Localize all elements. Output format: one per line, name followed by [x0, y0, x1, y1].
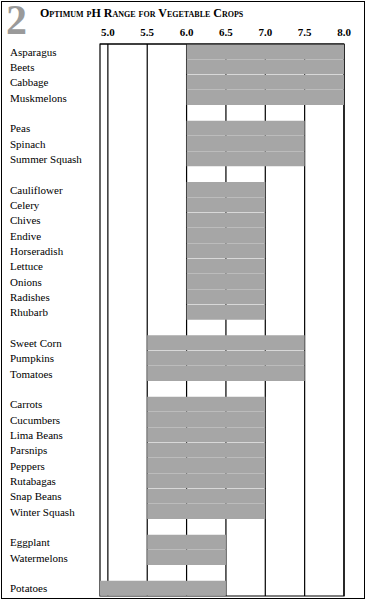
svg-text:Cabbage: Cabbage	[10, 76, 49, 88]
svg-text:Onions: Onions	[10, 276, 42, 288]
svg-text:Spinach: Spinach	[10, 138, 46, 150]
svg-text:Cauliflower: Cauliflower	[10, 184, 63, 196]
svg-text:Asparagus: Asparagus	[10, 46, 56, 58]
svg-text:Winter Squash: Winter Squash	[10, 506, 75, 518]
svg-text:Celery: Celery	[10, 199, 40, 211]
svg-text:8.0: 8.0	[337, 26, 351, 38]
svg-text:Tomatoes: Tomatoes	[10, 368, 53, 380]
html-text:Optimum pH Range for Vegetable: Optimum pH Range for Vegetable Crops	[40, 6, 244, 20]
svg-text:Peppers: Peppers	[10, 460, 45, 472]
svg-text:Rhubarb: Rhubarb	[10, 306, 48, 318]
svg-text:6.5: 6.5	[219, 26, 233, 38]
svg-text:Endive: Endive	[10, 230, 41, 242]
svg-text:Muskmelons: Muskmelons	[10, 92, 67, 104]
svg-text:Lettuce: Lettuce	[10, 260, 43, 272]
svg-text:5.0: 5.0	[101, 26, 115, 38]
svg-text:Parsnips: Parsnips	[10, 444, 47, 456]
svg-text:Beets: Beets	[10, 61, 34, 73]
svg-text:5.5: 5.5	[140, 26, 154, 38]
svg-text:Cucumbers: Cucumbers	[10, 414, 60, 426]
svg-text:Potatoes: Potatoes	[10, 582, 47, 594]
svg-text:Horseradish: Horseradish	[10, 245, 64, 257]
svg-text:Pumpkins: Pumpkins	[10, 352, 54, 364]
svg-text:Radishes: Radishes	[10, 291, 50, 303]
svg-text:Rutabagas: Rutabagas	[10, 475, 56, 487]
svg-text:Chives: Chives	[10, 214, 41, 226]
svg-text:Eggplant: Eggplant	[10, 536, 50, 548]
svg-text:Lima Beans: Lima Beans	[10, 429, 63, 441]
svg-text:Summer Squash: Summer Squash	[10, 153, 82, 165]
svg-text:Sweet Corn: Sweet Corn	[10, 337, 62, 349]
svg-text:Carrots: Carrots	[10, 398, 42, 410]
svg-text:7.5: 7.5	[298, 26, 312, 38]
svg-text:7.0: 7.0	[258, 26, 272, 38]
svg-text:Snap Beans: Snap Beans	[10, 490, 62, 502]
svg-text:6.0: 6.0	[180, 26, 194, 38]
svg-text:Watermelons: Watermelons	[10, 552, 68, 564]
svg-text:Peas: Peas	[10, 122, 30, 134]
